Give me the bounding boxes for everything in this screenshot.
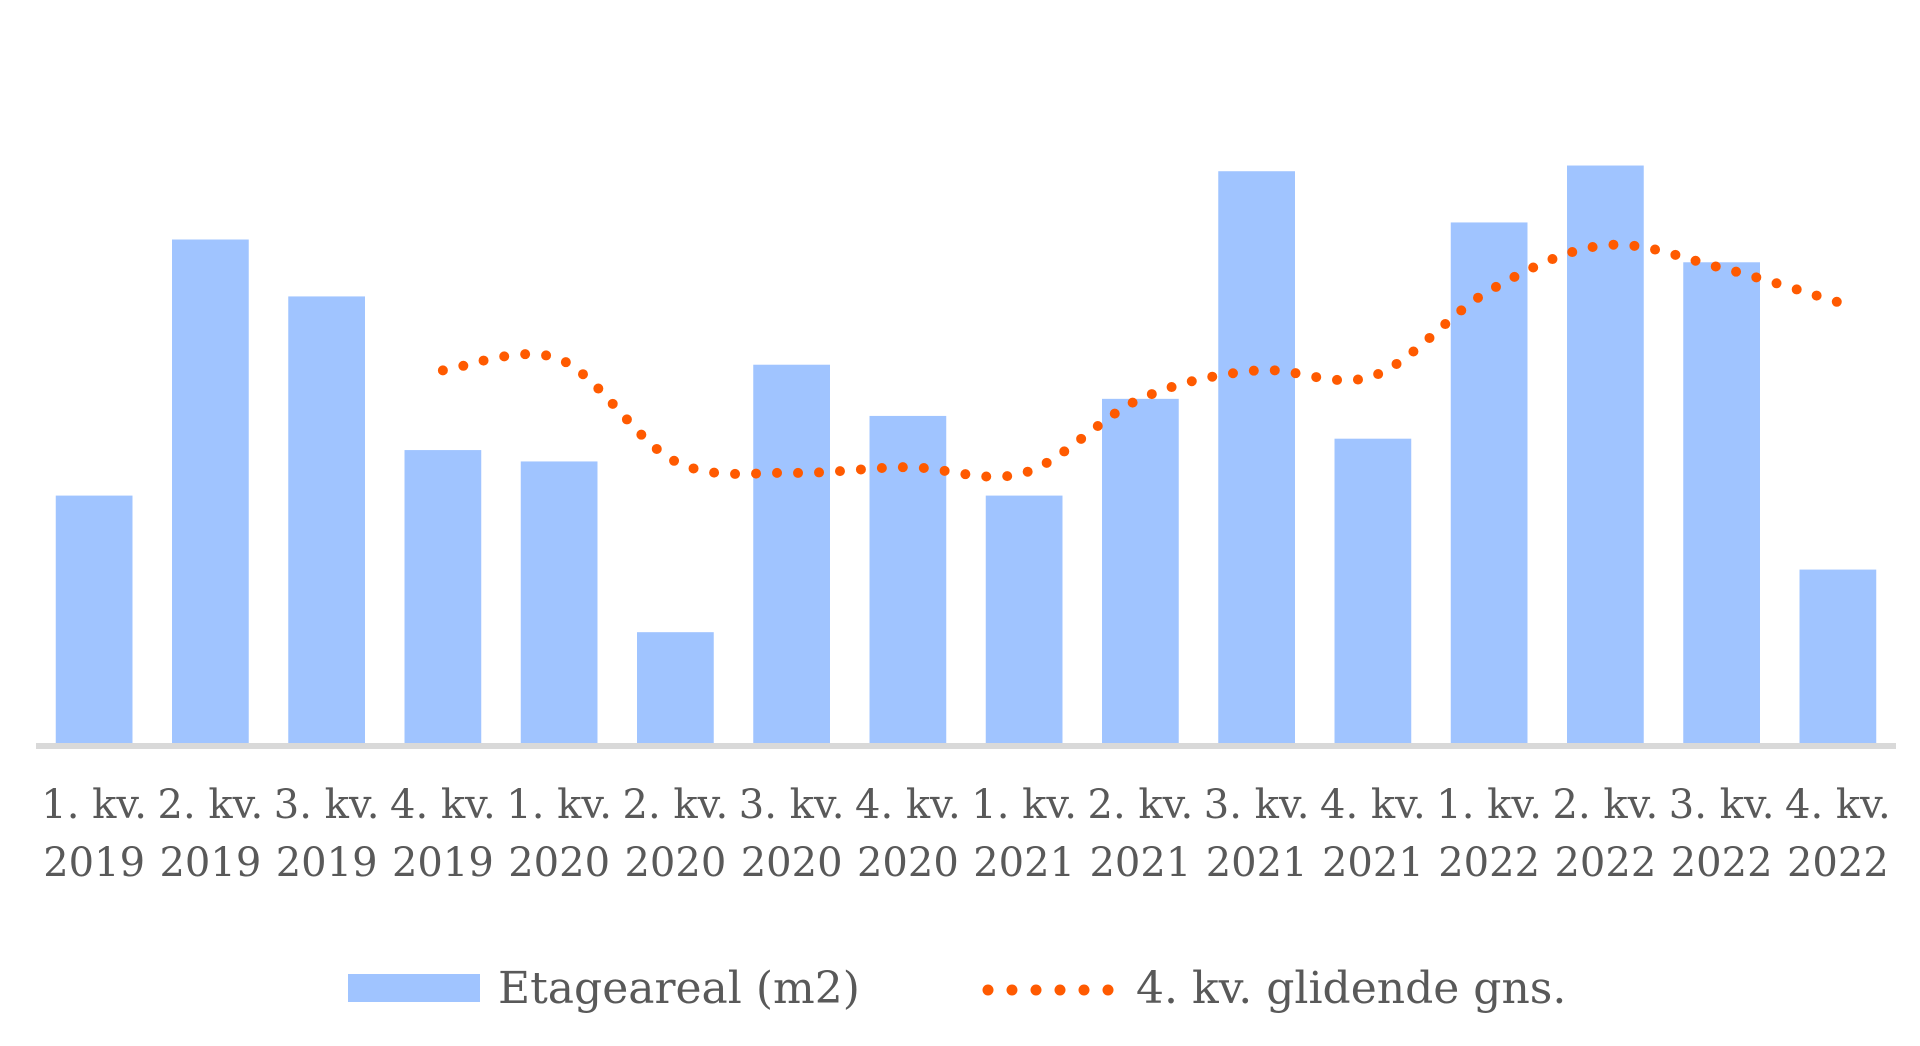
x-tick-label-line: 2021 — [1322, 840, 1424, 886]
x-tick-label: 1. kv. 2022 — [1436, 782, 1542, 886]
bars-layer — [55, 165, 1877, 747]
bar — [1334, 438, 1412, 746]
x-tick-label-line: 1. kv. — [971, 782, 1077, 828]
x-tick-label-line: 2020 — [624, 840, 726, 886]
moving-average-line-layer — [437, 239, 1843, 482]
x-tick-label-line: 4. kv. — [1785, 782, 1891, 828]
bar — [404, 450, 482, 746]
bar — [1567, 165, 1644, 746]
x-tick-label: 3. kv. 2021 — [1204, 782, 1310, 886]
legend-line-dot — [1006, 984, 1018, 996]
x-tick-label-line: 1. kv. — [506, 782, 612, 828]
x-tick-label-line: 2. kv. — [1553, 782, 1659, 828]
bar — [1218, 171, 1295, 747]
legend: Etageareal (m2) 4. kv. glidende gns. — [348, 963, 1566, 1014]
bar — [55, 495, 133, 746]
x-tick-label: 4. kv. 2020 — [855, 782, 961, 886]
x-tick-label: 3. kv. 2022 — [1669, 782, 1775, 886]
x-tick-label-line: 2. kv. — [1088, 782, 1194, 828]
x-tick-label-line: 2019 — [159, 840, 261, 886]
x-tick-label-line: 3. kv. — [1204, 782, 1310, 828]
bar — [172, 239, 249, 746]
x-tick-label: 4. kv. 2019 — [390, 782, 496, 886]
x-tick-label-line: 2022 — [1554, 840, 1656, 886]
x-tick-label: 2. kv. 2021 — [1088, 782, 1194, 886]
legend-line-dot — [1102, 984, 1114, 996]
x-tick-label: 3. kv. 2020 — [739, 782, 845, 886]
x-tick-label-line: 2020 — [857, 840, 959, 886]
x-tick-label: 4. kv. 2022 — [1785, 782, 1891, 886]
bar — [1683, 262, 1760, 746]
x-tick-label-line: 4. kv. — [390, 782, 496, 828]
bar — [1102, 398, 1179, 746]
x-tick-label-line: 2. kv. — [623, 782, 729, 828]
bar — [1799, 569, 1877, 746]
legend-line-dot — [982, 984, 994, 996]
x-tick-label-line: 2020 — [741, 840, 843, 886]
x-tick-labels: 1. kv. 2019 2. kv. 2019 3. kv. 2019 4. kv. 2019… — [41, 782, 1890, 886]
x-tick-label: 2. kv. 2020 — [623, 782, 729, 886]
x-tick-label-line: 2021 — [973, 840, 1075, 886]
x-tick-label-line: 2022 — [1671, 840, 1773, 886]
x-tick-label-line: 2020 — [508, 840, 610, 886]
legend-line-dot — [1078, 984, 1090, 996]
x-tick-label: 2. kv. 2019 — [158, 782, 264, 886]
bar — [1450, 222, 1528, 746]
x-tick-label-line: 2019 — [276, 840, 378, 886]
legend-line-swatch — [982, 984, 1114, 996]
x-tick-label-line: 2019 — [392, 840, 494, 886]
bar — [520, 461, 598, 746]
bar — [753, 364, 830, 746]
legend-line-dot — [1054, 984, 1066, 996]
bar — [288, 296, 365, 746]
x-tick-label-line: 3. kv. — [274, 782, 380, 828]
bar — [985, 495, 1063, 746]
x-tick-label: 4. kv. 2021 — [1320, 782, 1426, 886]
legend-line-label: 4. kv. glidende gns. — [1136, 963, 1566, 1014]
x-tick-label-line: 3. kv. — [739, 782, 845, 828]
x-tick-label-line: 2022 — [1438, 840, 1540, 886]
legend-line-dot — [1030, 984, 1042, 996]
x-tick-label-line: 4. kv. — [1320, 782, 1426, 828]
x-tick-label-line: 2. kv. — [158, 782, 264, 828]
x-tick-label-line: 4. kv. — [855, 782, 961, 828]
x-tick-label-line: 2019 — [43, 840, 145, 886]
x-tick-label-line: 1. kv. — [1436, 782, 1542, 828]
x-tick-label-line: 3. kv. — [1669, 782, 1775, 828]
x-tick-label-line: 1. kv. — [41, 782, 147, 828]
legend-bar-swatch — [348, 974, 480, 1002]
x-tick-label: 1. kv. 2020 — [506, 782, 612, 886]
bar — [637, 632, 714, 746]
moving-average-line — [437, 239, 1843, 482]
legend-bar-label: Etageareal (m2) — [498, 963, 860, 1014]
x-tick-label-line: 2021 — [1089, 840, 1191, 886]
x-tick-label: 2. kv. 2022 — [1553, 782, 1659, 886]
x-tick-label: 3. kv. 2019 — [274, 782, 380, 886]
x-tick-label-line: 2022 — [1787, 840, 1889, 886]
x-tick-label: 1. kv. 2019 — [41, 782, 147, 886]
x-tick-label-line: 2021 — [1206, 840, 1308, 886]
x-tick-label: 1. kv. 2021 — [971, 782, 1077, 886]
